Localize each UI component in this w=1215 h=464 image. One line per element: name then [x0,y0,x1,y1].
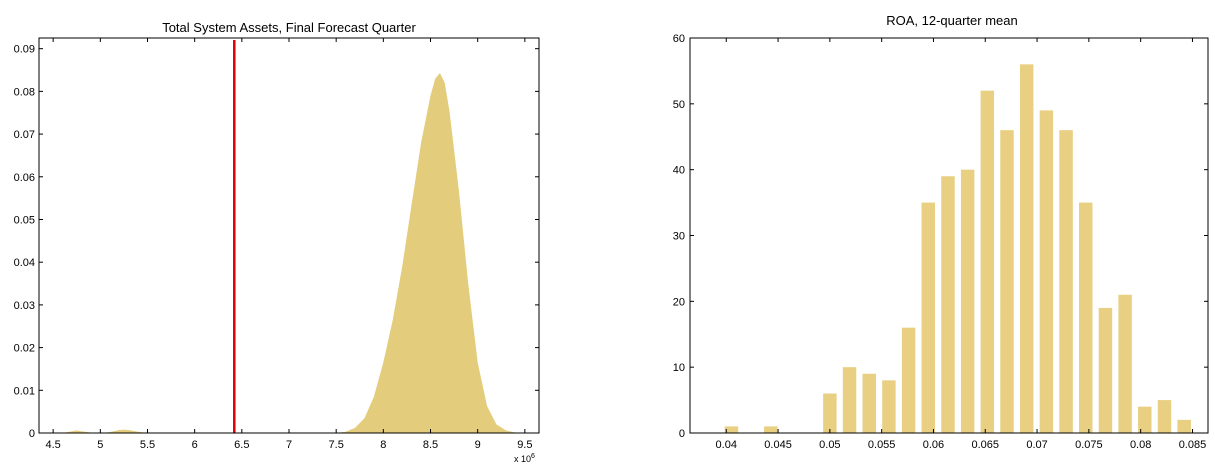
histogram-bar [960,169,975,433]
x-tick-label: 8.5 [423,439,438,451]
x-tick-label: 6.5 [234,439,249,451]
histogram-bar [724,426,739,433]
x-tick-label: 7.5 [329,439,344,451]
histogram-bar [921,202,936,433]
x-tick-label: 0.085 [1179,439,1207,451]
y-tick-label: 30 [673,231,685,243]
histogram-bar [1000,130,1014,433]
y-axis-ticks: 0 0.01 0.02 0.03 0.04 0.05 0.06 0.07 0.08 0.09 [14,44,539,440]
histogram-bar [1138,406,1152,433]
y-tick-label: 50 [673,99,685,111]
y-tick-label: 0.03 [14,300,35,312]
x-tick-label: 7 [286,439,292,451]
histogram-bar [980,90,995,434]
histogram-bar [1157,400,1172,433]
histogram-bar [1039,110,1054,434]
histogram-bar [1098,307,1113,433]
histogram-bar [901,327,916,433]
x-tick-label: 0.045 [764,439,792,451]
x-axis-ticks: 4.5 5 5.5 6 6.5 7 7.5 8 8.5 9 9.5 [46,38,532,451]
x-tick-label: 0.08 [1130,439,1151,451]
y-tick-label: 0.04 [14,257,35,269]
x-tick-label: 0.055 [868,439,896,451]
y-tick-label: 60 [673,33,685,45]
x-tick-label: 0.06 [923,439,944,451]
histogram-bar [862,373,876,433]
x-tick-label: 5 [97,439,103,451]
x-tick-label: 0.07 [1026,439,1047,451]
histogram-bar [842,367,857,433]
y-tick-label: 0.09 [14,44,35,56]
histogram-bar [1177,419,1191,433]
x-tick-label: 5.5 [140,439,155,451]
x-tick-label: 9.5 [517,439,532,451]
chart-title: Total System Assets, Final Forecast Quar… [162,20,416,35]
x-multiplier-base: x 10 [514,454,531,464]
x-tick-label: 0.04 [716,439,737,451]
histogram-bars [724,64,1191,434]
x-tick-label: 0.075 [1075,439,1103,451]
histogram-bar [823,393,837,433]
x-tick-label: 8 [380,439,386,451]
y-tick-label: 0.08 [14,86,35,98]
y-tick-label: 10 [673,362,685,374]
x-multiplier-exponent: 6 [531,453,535,460]
histogram-bar [1079,202,1093,433]
histogram-bar [764,426,778,433]
histogram-bar [941,176,955,433]
y-axis-ticks: 0 10 20 30 40 50 60 [673,33,1208,440]
x-tick-label: 0.05 [819,439,840,451]
x-tick-label: 4.5 [46,439,61,451]
y-tick-label: 0.05 [14,214,35,226]
y-tick-label: 0.06 [14,172,35,184]
density-area [62,73,521,433]
y-tick-label: 20 [673,296,685,308]
roa-histogram-chart: ROA, 12-quarter mean 0.04 0.045 0.05 0.055 0… [673,13,1209,451]
y-tick-label: 0.01 [14,385,35,397]
chart-title: ROA, 12-quarter mean [886,13,1018,28]
y-tick-label: 40 [673,165,685,177]
histogram-bar [1118,294,1132,433]
y-tick-label: 0 [29,428,35,440]
x-tick-label: 6 [192,439,198,451]
x-tick-label: 0.065 [971,439,999,451]
x-axis-ticks: 0.04 0.045 0.05 0.055 0.06 0.065 0.07 0.075 0.08… [716,38,1207,451]
histogram-bar [1019,64,1034,433]
y-tick-label: 0.02 [14,343,35,355]
y-tick-label: 0 [679,428,685,440]
x-tick-label: 9 [475,439,481,451]
assets-density-chart: Total System Assets, Final Forecast Quar… [14,20,540,464]
y-tick-label: 0.07 [14,129,35,141]
density-fill [62,73,521,433]
histogram-bar [1059,130,1073,433]
x-multiplier-label: x 106 [514,453,535,464]
histogram-bar [882,380,896,433]
